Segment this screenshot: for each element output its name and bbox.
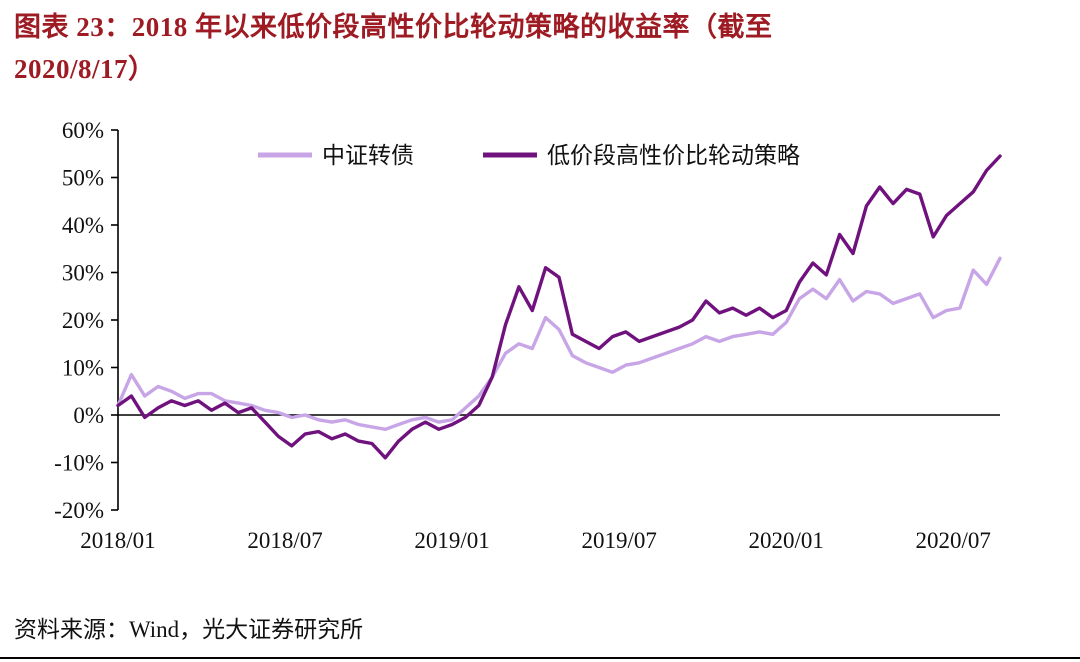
- chart-canvas: 60%50%40%30%20%10%0%-10%-20%2018/01 2018/…: [54, 118, 1002, 553]
- x-tick-label: 2020/01: [748, 528, 823, 553]
- page-title-line2: 2020/8/17）: [14, 54, 156, 84]
- y-tick-label: 0%: [73, 403, 104, 428]
- line-chart: 60% 50% 40% 30% 20% 10% 0% -10% -20% 2018/01 2018/…: [0, 100, 1080, 570]
- source-note: 资料来源：Wind，光大证券研究所: [14, 617, 364, 642]
- series-line-1: [116, 154, 1002, 460]
- page-title-line1: 图表 23：2018 年以来低价段高性价比轮动策略的收益率（截至: [14, 12, 773, 42]
- y-tick-label: 20%: [62, 308, 104, 333]
- x-tick-label: 2019/01: [414, 528, 489, 553]
- y-axis: 60% 50% 40% 30% 20% 10% 0% -10% -20%: [54, 118, 119, 523]
- y-tick-label: -20%: [54, 498, 104, 523]
- y-tick-label: -10%: [54, 451, 104, 476]
- legend-label-0: 中证转债: [322, 143, 414, 168]
- x-tick-label: 2019/07: [581, 528, 656, 553]
- series-line-0: [116, 256, 1002, 431]
- x-axis-labels: 2018/01 2018/07 2019/01 2019/07 2020/01 2020/…: [80, 528, 991, 553]
- x-tick-label: 2020/07: [916, 528, 991, 553]
- page-title: 图表 23：2018 年以来低价段高性价比轮动策略的收益率（截至 2020/8/…: [14, 6, 1050, 90]
- y-tick-label: 10%: [62, 356, 104, 381]
- y-tick-label: 40%: [62, 213, 104, 238]
- y-tick-label: 60%: [62, 118, 104, 143]
- x-tick-label: 2018/01: [80, 528, 155, 553]
- y-tick-label: 50%: [62, 166, 104, 191]
- y-tick-label: 30%: [62, 261, 104, 286]
- legend: 中证转债 低价段高性价比轮动策略: [258, 143, 800, 168]
- x-tick-label: 2018/07: [247, 528, 322, 553]
- bottom-divider: [0, 657, 1080, 659]
- legend-label-1: 低价段高性价比轮动策略: [547, 143, 800, 168]
